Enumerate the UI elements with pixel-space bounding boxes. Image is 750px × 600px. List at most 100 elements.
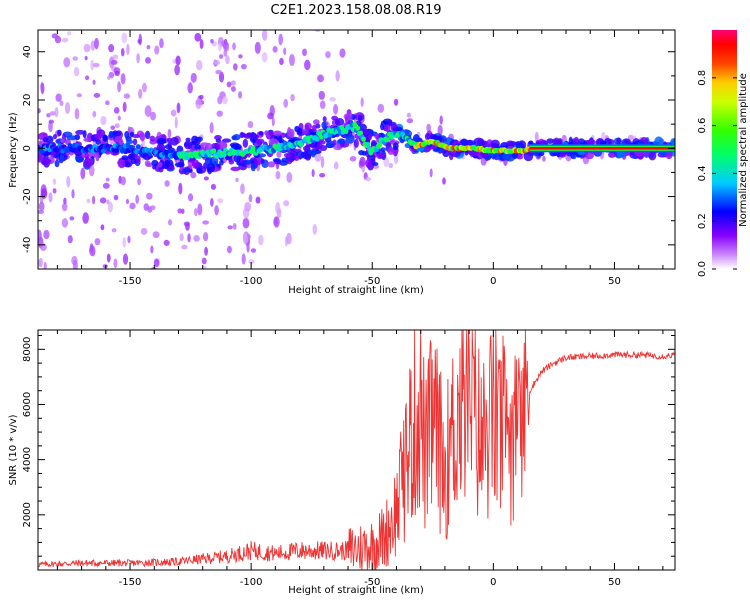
heatmap-noise-cell — [187, 233, 191, 243]
heatmap-noise-cell — [194, 32, 202, 42]
heatmap-band-cell — [332, 139, 337, 146]
heatmap-band-cell — [490, 139, 500, 148]
heatmap-band-cell — [83, 137, 93, 143]
heatmap-noise-cell — [193, 235, 200, 242]
heatmap-band-cell — [204, 156, 213, 166]
heatmap-noise-cell — [137, 38, 142, 44]
spectrogram-x-tick-label: -100 — [240, 276, 263, 287]
heatmap-noise-cell — [149, 205, 156, 211]
heatmap-band-cell — [102, 134, 108, 142]
heatmap-noise-cell — [176, 102, 181, 114]
heatmap-noise-cell — [84, 55, 88, 61]
heatmap-band-cell — [670, 138, 675, 145]
heatmap-noise-cell — [117, 81, 122, 93]
heatmap-band-cell — [121, 155, 129, 161]
heatmap-noise-cell — [185, 222, 190, 231]
heatmap-noise-cell — [54, 107, 59, 118]
heatmap-noise-cell — [61, 37, 69, 43]
heatmap-noise-cell — [426, 123, 432, 132]
heatmap-noise-cell — [117, 115, 121, 121]
heatmap-noise-cell — [216, 110, 223, 117]
heatmap-noise-cell — [150, 245, 154, 254]
heatmap-noise-cell — [146, 192, 153, 200]
heatmap-band-cell — [168, 164, 175, 171]
heatmap-noise-cell — [110, 59, 118, 65]
heatmap-band-cell — [546, 138, 554, 144]
heatmap-noise-cell — [93, 93, 101, 98]
heatmap-noise-cell — [339, 48, 346, 58]
spectrogram-y-tick-label: -20 — [22, 188, 33, 204]
heatmap-noise-cell — [120, 48, 125, 57]
heatmap-band-cell — [278, 137, 284, 144]
heatmap-band-cell — [191, 135, 199, 144]
heatmap-noise-cell — [138, 88, 143, 99]
heatmap-noise-cell — [167, 128, 172, 139]
heatmap-noise-cell — [178, 182, 183, 195]
heatmap-band-cell — [358, 150, 365, 156]
heatmap-noise-cell — [112, 54, 119, 60]
heatmap-noise-cell — [204, 246, 208, 256]
heatmap-band-cell — [46, 135, 54, 144]
spectrogram-x-tick-label: -50 — [364, 276, 380, 287]
heatmap-band-cell — [608, 151, 616, 158]
heatmap-noise-cell — [73, 66, 80, 77]
heatmap-noise-cell — [388, 162, 394, 169]
heatmap-band-cell — [264, 130, 269, 136]
heatmap-band-cell — [191, 159, 200, 169]
heatmap-noise-cell — [40, 82, 44, 92]
heatmap-noise-cell — [181, 244, 188, 250]
heatmap-noise-cell — [76, 93, 82, 98]
heatmap-ridge-cell — [282, 140, 288, 147]
heatmap-band-cell — [52, 134, 58, 140]
heatmap-noise-cell — [195, 97, 202, 110]
heatmap-band-cell — [111, 131, 122, 137]
heatmap-noise-cell — [203, 176, 209, 181]
heatmap-band-cell — [151, 159, 159, 167]
heatmap-noise-cell — [258, 234, 264, 246]
heatmap-band-cell — [413, 137, 420, 143]
heatmap-noise-cell — [194, 207, 198, 217]
heatmap-noise-cell — [38, 201, 45, 212]
heatmap-ridge-cell — [73, 148, 79, 154]
heatmap-noise-cell — [99, 197, 107, 204]
heatmap-band-cell — [188, 168, 193, 173]
heatmap-band-cell — [232, 134, 241, 141]
heatmap-band-cell — [54, 152, 60, 159]
heatmap-band-cell — [551, 138, 557, 144]
heatmap-ridge-cell — [211, 148, 217, 154]
heatmap-noise-cell — [107, 201, 113, 213]
colorbar-ticks: 0.0 0.2 0.4 0.6 0.8 — [697, 70, 737, 277]
spectrogram-x-ticks: -150 -100 -50 0 50 — [56, 30, 664, 287]
heatmap-noise-cell — [94, 238, 101, 246]
heatmap-band-cell — [321, 121, 327, 129]
spectrogram-panel: -150 -100 -50 0 50 -40 -20 0 20 40 Height of str… — [8, 29, 676, 296]
heatmap-band-cell — [182, 168, 189, 173]
heatmap-band-cell — [185, 137, 191, 142]
heatmap-noise-cell — [126, 43, 130, 56]
heatmap-noise-cell — [217, 96, 223, 105]
heatmap-band-cell — [240, 132, 246, 138]
heatmap-noise-cell — [359, 156, 366, 167]
spectrogram-x-tick-label: 50 — [608, 276, 621, 287]
heatmap-noise-cell — [317, 74, 324, 83]
heatmap-band-cell — [384, 124, 391, 132]
heatmap-noise-cell — [290, 93, 295, 102]
heatmap-ridge-cell — [384, 137, 390, 143]
snr-series-line — [38, 330, 675, 570]
heatmap-noise-cell — [318, 90, 325, 100]
spectrogram-y-label: Frequency (Hz) — [8, 112, 19, 188]
snr-y-ticks: 2000 4000 6000 8000 — [22, 335, 675, 557]
heatmap-band-cell — [255, 138, 265, 145]
heatmap-noise-cell — [59, 100, 64, 106]
heatmap-noise-cell — [406, 118, 414, 124]
heatmap-band-cell — [378, 153, 386, 159]
heatmap-noise-cell — [283, 98, 289, 108]
heatmap-noise-cell — [92, 195, 96, 205]
heatmap-band-cell — [194, 144, 199, 151]
heatmap-band-cell — [258, 131, 264, 136]
heatmap-band-cell — [75, 156, 84, 163]
spectrogram-x-tick-label: 0 — [490, 276, 496, 287]
heatmap-noise-cell — [312, 223, 318, 235]
snr-x-tick-label: 50 — [608, 577, 621, 588]
heatmap-noise-cell — [248, 259, 255, 265]
